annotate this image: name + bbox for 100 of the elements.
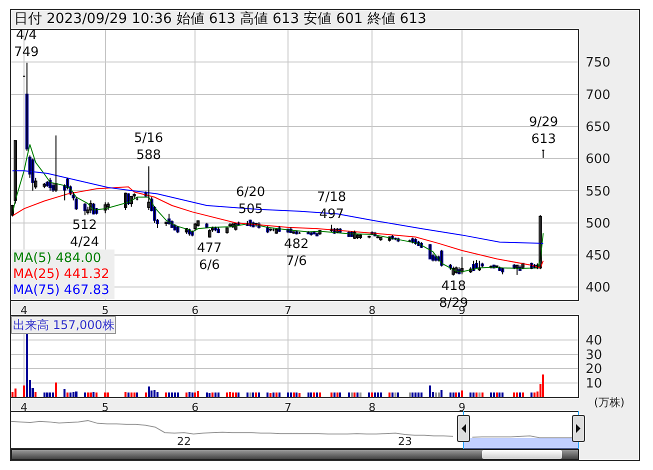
bar (333, 392, 336, 397)
y-tick-label: 400 (586, 280, 610, 296)
y-tick-label: 40 (586, 334, 602, 349)
bar (66, 392, 69, 397)
bar (86, 392, 89, 397)
bar (498, 392, 501, 397)
x-tick-label: 22 (176, 435, 191, 448)
bar (354, 392, 356, 397)
bar (185, 392, 188, 397)
bar (23, 385, 26, 397)
bar (313, 392, 316, 397)
bar (307, 392, 310, 397)
bar (226, 392, 228, 397)
annotation: 482 7/6 (284, 237, 309, 269)
bar (513, 392, 516, 397)
x-tick-label: 5 (102, 401, 109, 414)
bar (496, 392, 498, 397)
x-tick-label: 4 (20, 401, 28, 414)
bar (348, 392, 350, 397)
bar (434, 392, 437, 397)
bar (440, 390, 443, 397)
bar (371, 392, 374, 397)
bar (472, 392, 475, 397)
bar (490, 392, 492, 397)
bar (266, 392, 269, 397)
bar (228, 392, 231, 397)
y-tick-label: 10 (586, 376, 602, 392)
bar (197, 391, 200, 397)
bar (96, 392, 98, 397)
bar (84, 392, 86, 397)
bar (208, 393, 211, 397)
bar (388, 392, 390, 397)
bar (272, 392, 274, 397)
bar (460, 390, 463, 397)
chart-title: 出来高 157,000株 (13, 318, 114, 332)
bar (174, 392, 176, 397)
bar (408, 392, 411, 397)
bar (34, 392, 37, 397)
bar (194, 392, 196, 397)
bar (214, 392, 216, 397)
bar (246, 392, 248, 397)
y-tick-label: 700 (586, 88, 610, 103)
annotation: 477 6/6 (197, 241, 222, 273)
y-tick-label: 450 (586, 248, 610, 264)
bar (397, 392, 400, 397)
bar (46, 392, 48, 397)
y-axis-title: (万株) (594, 396, 625, 409)
bar (69, 392, 72, 397)
bar (165, 392, 168, 397)
x-tick-label: 6 (192, 304, 199, 318)
bar (414, 392, 417, 397)
bar (339, 392, 342, 397)
bar (438, 392, 440, 397)
bar (516, 392, 518, 397)
bar (64, 389, 66, 397)
text: MA(25) 441.32 (13, 267, 110, 282)
bar (154, 390, 156, 397)
text: MA(75) 467.83 (13, 283, 110, 298)
bar (150, 390, 153, 397)
bar (420, 392, 422, 397)
line-series (12, 186, 544, 268)
bar (249, 392, 252, 397)
bar (455, 392, 458, 397)
bar (188, 392, 190, 397)
annotation: 512 4/24 (70, 218, 100, 250)
bar (458, 392, 460, 397)
bar (359, 392, 362, 397)
bar (286, 392, 289, 397)
bar (14, 388, 16, 397)
bar (144, 392, 147, 397)
x-tick-label: 7 (284, 304, 292, 318)
chart-title: 日付 2023/09/29 10:36 始値 613 高値 613 安値 601 終値 613 (13, 10, 428, 29)
bar (356, 392, 359, 397)
y-tick-label: 550 (586, 184, 610, 200)
y-tick-label: 20 (586, 362, 602, 378)
text: MA(5) 484.00 (13, 251, 102, 266)
bar (156, 392, 158, 397)
bar (449, 392, 452, 397)
bar (533, 392, 536, 397)
bar (330, 392, 332, 397)
bar (252, 392, 254, 397)
bar (412, 392, 414, 397)
bar (296, 392, 298, 397)
bar (502, 392, 504, 397)
bar (90, 392, 92, 397)
x-tick-label: 8 (368, 401, 376, 414)
bar (168, 392, 170, 397)
y-tick-label: 600 (586, 152, 610, 168)
bar (542, 374, 544, 397)
annotation: 4/4 749 (14, 28, 39, 60)
bar (206, 392, 208, 397)
bar (270, 393, 272, 397)
bar (148, 386, 150, 397)
bar (391, 392, 394, 397)
bar (368, 392, 370, 397)
candlestick (295, 230, 298, 235)
bar (452, 392, 454, 397)
bar (478, 392, 480, 397)
bar (310, 392, 312, 397)
x-tick-label: 7 (284, 401, 292, 414)
